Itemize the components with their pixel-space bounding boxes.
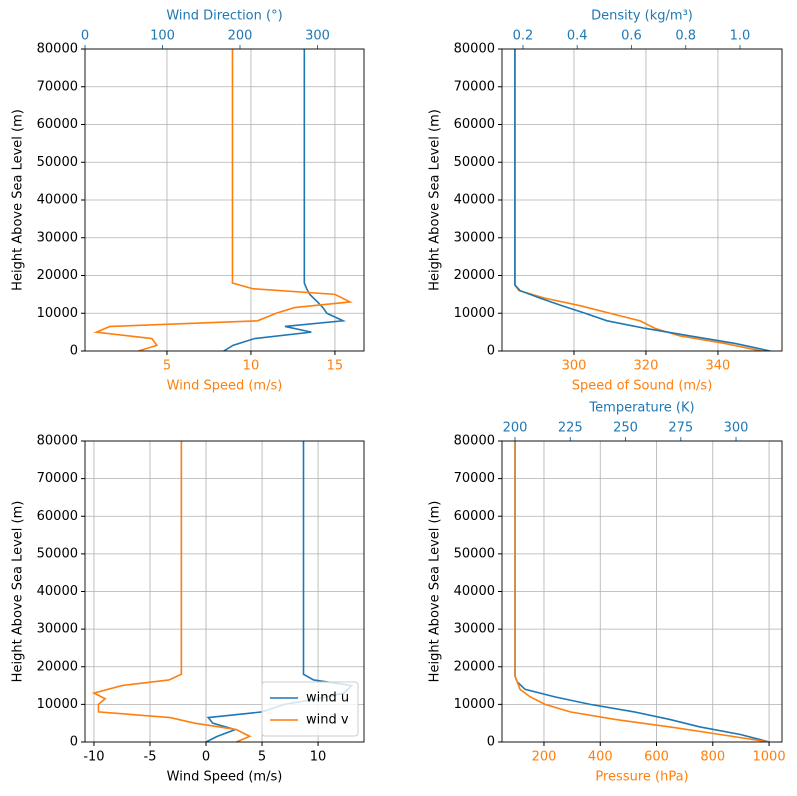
- plot-frame: [501, 48, 783, 352]
- y-tick-label: 70000: [454, 79, 495, 94]
- y-tick-label: 70000: [37, 471, 78, 486]
- x2-tick-label: 275: [668, 421, 693, 436]
- y-tick-label: 80000: [454, 434, 495, 449]
- x-tick-label: -5: [144, 750, 157, 765]
- y-tick-label: 50000: [37, 155, 78, 170]
- y-tick-label: 30000: [454, 622, 495, 637]
- y-tick-label: 0: [70, 735, 78, 750]
- y-tick-label: 0: [70, 344, 78, 359]
- x-tick-label: 320: [634, 359, 659, 374]
- x2-tick-label: 225: [558, 421, 583, 436]
- x-tick-label: 5: [163, 359, 171, 374]
- y-tick-label: 60000: [454, 509, 495, 524]
- y-tick-label: 50000: [454, 155, 495, 170]
- x-tick-label: 340: [706, 359, 731, 374]
- y-tick-label: 20000: [37, 268, 78, 283]
- y-tick-label: 60000: [37, 117, 78, 132]
- y-axis-label: Height Above Sea Level (m): [11, 501, 26, 683]
- x-tick-label: 15: [327, 359, 344, 374]
- y-axis-label: Height Above Sea Level (m): [428, 109, 443, 291]
- legend-label: wind v: [306, 713, 349, 728]
- y-tick-label: 10000: [37, 697, 78, 712]
- plot-frame: [84, 440, 365, 743]
- x2-tick-label: 300: [305, 29, 330, 44]
- y-axis-label: Height Above Sea Level (m): [428, 501, 443, 683]
- x-tick-label: 600: [644, 750, 669, 765]
- series-line: [93, 49, 353, 351]
- x-tick-label: 200: [532, 750, 557, 765]
- x-axis-label: Speed of Sound (m/s): [572, 379, 713, 394]
- y-tick-label: 40000: [37, 584, 78, 599]
- plot-area: [93, 49, 353, 351]
- x-axis-label: Pressure (hPa): [595, 770, 688, 785]
- x2-tick-label: 200: [228, 29, 253, 44]
- y-tick-label: 80000: [37, 434, 78, 449]
- plot-frame: [84, 48, 365, 352]
- x-tick-label: -10: [83, 750, 104, 765]
- x2-tick-label: 0.8: [675, 29, 696, 44]
- y-tick-label: 60000: [37, 509, 78, 524]
- x2-axis-label: Wind Direction (°): [166, 9, 282, 24]
- y-tick-label: 30000: [37, 230, 78, 245]
- y-axis-label: Height Above Sea Level (m): [11, 109, 26, 291]
- y-tick-label: 40000: [454, 193, 495, 208]
- series-line: [91, 441, 252, 742]
- y-tick-label: 60000: [454, 117, 495, 132]
- x-tick-label: 10: [243, 359, 260, 374]
- y-tick-label: 50000: [37, 546, 78, 561]
- y-tick-label: 70000: [454, 471, 495, 486]
- x-tick-label: 0: [202, 750, 210, 765]
- x-tick-label: 5: [258, 750, 266, 765]
- x2-tick-label: 0.2: [513, 29, 534, 44]
- x-axis-label: Wind Speed (m/s): [167, 770, 283, 785]
- y-tick-label: 20000: [37, 659, 78, 674]
- series-line: [223, 49, 347, 351]
- x-tick-label: 1000: [753, 750, 786, 765]
- y-tick-label: 80000: [37, 42, 78, 57]
- x2-tick-label: 200: [503, 421, 528, 436]
- x2-tick-label: 0.6: [621, 29, 642, 44]
- x2-axis-label: Density (kg/m³): [591, 9, 693, 24]
- x2-tick-label: 300: [724, 421, 749, 436]
- x2-axis-label: Temperature (K): [588, 401, 694, 416]
- x-tick-label: 10: [310, 750, 327, 765]
- x-tick-label: 800: [700, 750, 725, 765]
- y-tick-label: 40000: [454, 584, 495, 599]
- legend-box: [261, 681, 359, 737]
- y-tick-label: 20000: [454, 268, 495, 283]
- plot-area: [514, 49, 771, 351]
- x-axis-label: Wind Speed (m/s): [167, 379, 283, 394]
- legend-label: wind u: [306, 691, 349, 706]
- y-tick-label: 40000: [37, 193, 78, 208]
- y-tick-label: 0: [487, 735, 495, 750]
- y-tick-label: 80000: [454, 42, 495, 57]
- y-tick-label: 0: [487, 344, 495, 359]
- x2-tick-label: 0.4: [567, 29, 588, 44]
- x2-tick-label: 250: [613, 421, 638, 436]
- x2-tick-label: 1.0: [730, 29, 751, 44]
- y-tick-label: 10000: [37, 306, 78, 321]
- plot-frame: [501, 440, 783, 743]
- y-tick-label: 30000: [454, 230, 495, 245]
- y-tick-label: 10000: [454, 306, 495, 321]
- x-tick-label: 300: [562, 359, 587, 374]
- x2-tick-label: 100: [150, 29, 175, 44]
- y-tick-label: 50000: [454, 546, 495, 561]
- x2-tick-label: 0: [81, 29, 89, 44]
- y-tick-label: 30000: [37, 622, 78, 637]
- y-tick-label: 10000: [454, 697, 495, 712]
- plot-area: [514, 441, 770, 742]
- x-tick-label: 400: [588, 750, 613, 765]
- y-tick-label: 70000: [37, 79, 78, 94]
- series-line: [514, 441, 770, 742]
- series-line: [514, 49, 771, 351]
- y-tick-label: 20000: [454, 659, 495, 674]
